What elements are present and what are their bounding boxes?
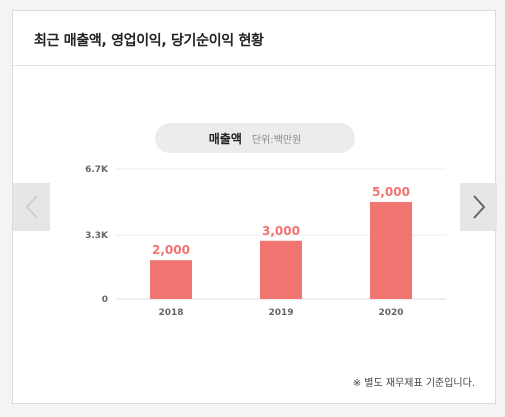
next-button[interactable] <box>460 183 497 231</box>
footnote: ※ 별도 재무제표 기준입니다. <box>352 378 475 389</box>
chevron-right-icon <box>472 195 485 219</box>
page-title: 최근 매출액, 영업이익, 당기순이익 현황 <box>34 33 264 49</box>
card-header: 최근 매출액, 영업이익, 당기순이익 현황 <box>13 11 495 66</box>
metric-label: 매출액 <box>208 131 242 146</box>
metric-selector[interactable]: 매출액 단위:백만원 <box>155 123 355 153</box>
y-tick-label: 6.7K <box>85 165 109 175</box>
data-label: 5,000 <box>372 185 410 199</box>
prev-button[interactable] <box>13 183 50 231</box>
data-label: 2,000 <box>152 243 190 257</box>
bar <box>370 201 412 299</box>
x-tick-label: 2018 <box>158 308 183 318</box>
unit-label: 단위:백만원 <box>251 134 302 146</box>
x-tick-label: 2020 <box>378 308 403 318</box>
bar <box>150 260 192 299</box>
y-tick-label: 3.3K <box>85 231 109 241</box>
bar <box>260 240 302 299</box>
data-label: 3,000 <box>262 224 300 238</box>
chart-card: 최근 매출액, 영업이익, 당기순이익 현황 매출액 단위:백만원 0 3.3K 6… <box>12 10 497 404</box>
y-tick-label: 0 <box>102 295 108 305</box>
chevron-left-icon <box>25 195 38 219</box>
bar-chart: 0 3.3K 6.7K 2,000 2018 3,000 2019 5,000 2020 <box>85 165 446 318</box>
x-tick-label: 2019 <box>268 308 293 318</box>
